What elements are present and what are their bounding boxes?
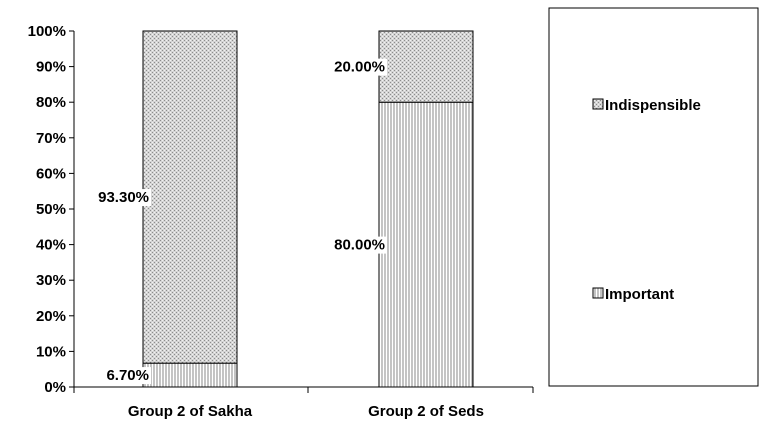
bar-important <box>378 101 474 388</box>
y-tick-label: 90% <box>36 59 66 76</box>
y-tick-label: 80% <box>36 94 66 111</box>
axes: 0% 10% 20% 30% 40% 50% 60% 70% 80% 90% 100% Group 2… <box>28 23 534 420</box>
data-label-background <box>332 236 387 254</box>
bar-indispensible <box>378 30 474 103</box>
data-label-background <box>332 58 387 76</box>
x-category-label: Group 2 of Sakha <box>128 403 253 420</box>
data-label-important: 6.70% <box>106 367 149 384</box>
y-tick-label: 100% <box>28 23 66 40</box>
data-label-indispensible: 93.30% <box>98 189 149 206</box>
legend-label-important: Important <box>605 286 674 303</box>
legend-swatch-important <box>592 287 604 299</box>
legend: Indispensible Important <box>548 7 759 387</box>
y-tick-label: 50% <box>36 201 66 218</box>
data-label-indispensible: 20.00% <box>334 59 385 76</box>
legend-swatch-indispensible <box>592 98 604 110</box>
y-tick-label: 30% <box>36 272 66 289</box>
y-tick-label: 20% <box>36 308 66 325</box>
data-label-background <box>104 367 151 385</box>
data-label-important: 80.00% <box>334 237 385 254</box>
bar-important <box>142 362 238 388</box>
y-tick-label: 0% <box>44 379 66 396</box>
y-tick-label: 10% <box>36 343 66 360</box>
x-category-label: Group 2 of Seds <box>368 403 484 420</box>
y-tick-label: 60% <box>36 165 66 182</box>
bar-indispensible <box>142 30 238 364</box>
legend-label-indispensible: Indispensible <box>605 97 701 114</box>
data-label-background <box>96 189 151 207</box>
data-labels: 6.70% 93.30% 80.00% 20.00% <box>96 58 387 385</box>
y-tick-label: 40% <box>36 237 66 254</box>
legend-box <box>548 7 759 387</box>
bars <box>142 30 474 388</box>
y-tick-label: 70% <box>36 130 66 147</box>
